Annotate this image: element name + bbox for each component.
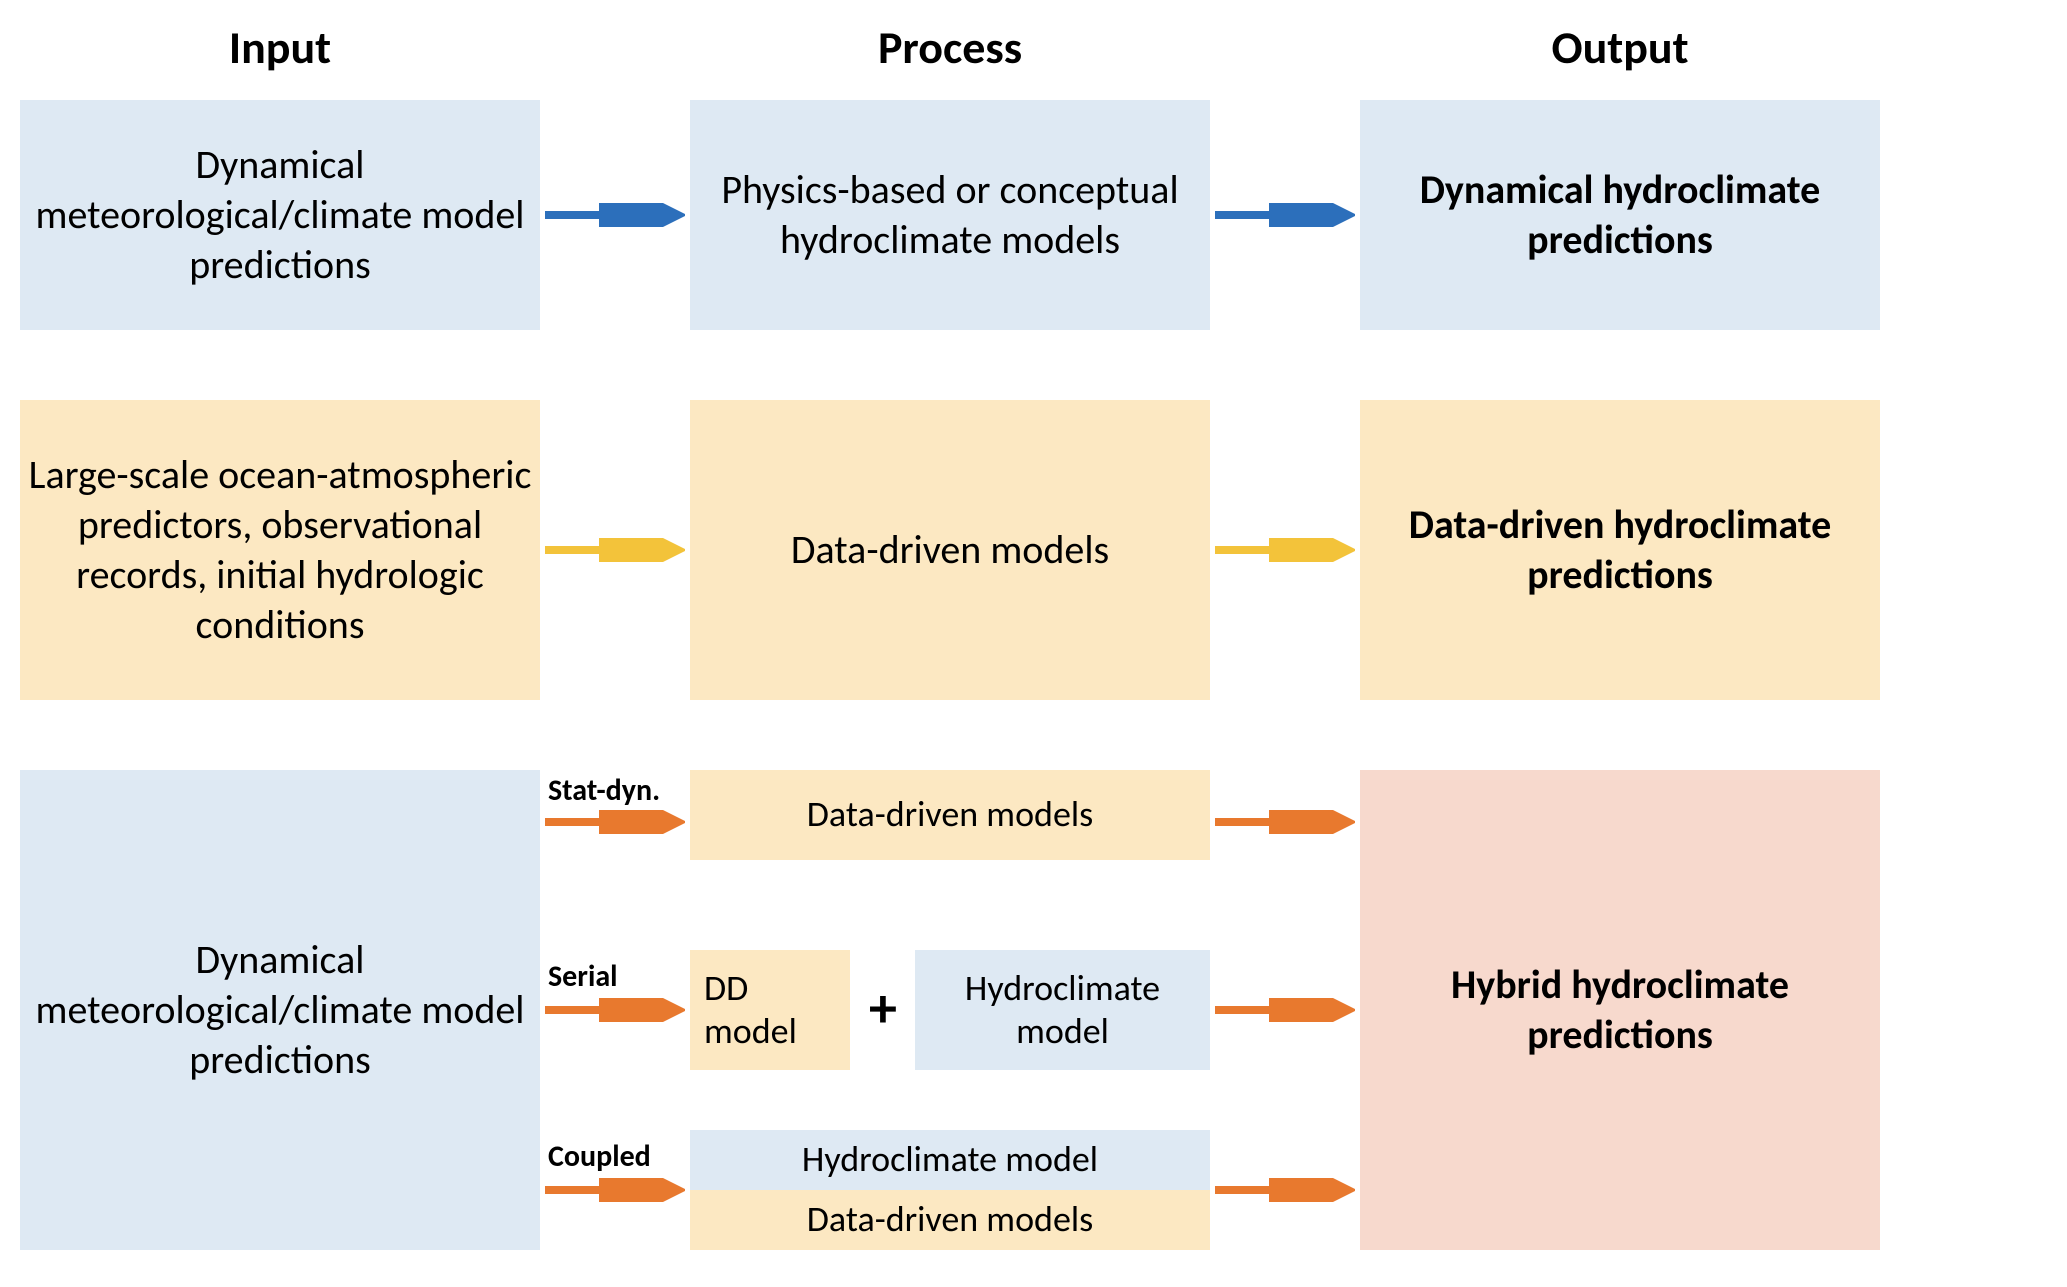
- row3-arrow-in-coupled: [545, 1178, 685, 1202]
- row2-input-box: Large-scale ocean-atmospheric predictors…: [20, 400, 540, 700]
- row2-process-box: Data-driven models: [690, 400, 1210, 700]
- label-coupled: Coupled: [548, 1138, 651, 1175]
- row1-process-box: Physics-based or conceptual hydroclimate…: [690, 100, 1210, 330]
- row2-arrow-1: [545, 538, 685, 562]
- header-process: Process: [690, 20, 1210, 76]
- row3-arrow-out-serial: [1215, 998, 1355, 1022]
- row3-arrow-out-statdyn: [1215, 810, 1355, 834]
- row3-serial-hc-box: Hydroclimate model: [915, 950, 1210, 1070]
- row1-arrow-2: [1215, 203, 1355, 227]
- row3-coupled-top-box: Hydroclimate model: [690, 1130, 1210, 1190]
- header-input: Input: [20, 20, 540, 76]
- header-output: Output: [1360, 20, 1880, 76]
- row3-arrow-in-statdyn: [545, 810, 685, 834]
- label-serial: Serial: [548, 958, 618, 995]
- row3-serial-dd-box: DDmodel: [690, 950, 850, 1070]
- row3-arrow-out-coupled: [1215, 1178, 1355, 1202]
- label-statdyn: Stat-dyn.: [548, 772, 660, 809]
- row3-output-box: Hybrid hydroclimate predictions: [1360, 770, 1880, 1250]
- row3-statdyn-process-box: Data-driven models: [690, 770, 1210, 860]
- row1-arrow-1: [545, 203, 685, 227]
- row2-output-box: Data-driven hydroclimate predictions: [1360, 400, 1880, 700]
- row1-input-box: Dynamical meteorological/climate model p…: [20, 100, 540, 330]
- row3-coupled-bottom-box: Data-driven models: [690, 1190, 1210, 1250]
- row2-arrow-2: [1215, 538, 1355, 562]
- row3-input-box: Dynamical meteorological/climate model p…: [20, 770, 540, 1250]
- row1-output-box: Dynamical hydroclimate predictions: [1360, 100, 1880, 330]
- flowchart-diagram: Input Process Output Dynamical meteorolo…: [20, 20, 2047, 1267]
- plus-icon: +: [858, 975, 908, 1043]
- row3-arrow-in-serial: [545, 998, 685, 1022]
